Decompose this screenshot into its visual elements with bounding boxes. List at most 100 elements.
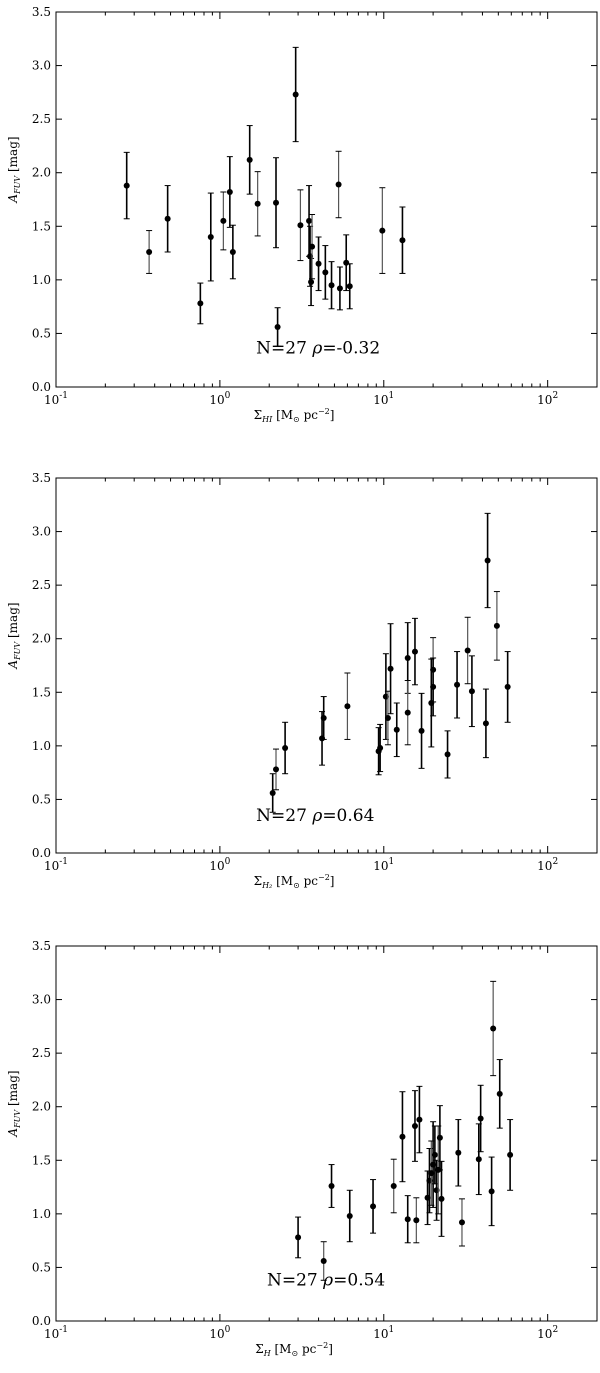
y-tick-label: 1.0	[32, 739, 51, 753]
y-tick-label: 0.5	[32, 1260, 51, 1274]
x-tick-label: 102	[537, 857, 558, 873]
x-tick-label: 10-1	[44, 1325, 68, 1341]
x-tick-label: 10-1	[44, 857, 68, 873]
data-point	[496, 1090, 503, 1097]
data-point	[404, 709, 411, 716]
data-point	[444, 751, 451, 758]
y-tick-label: 3.5	[32, 939, 51, 953]
y-tick-label: 2.5	[32, 1046, 51, 1060]
data-point	[306, 217, 313, 224]
data-point	[328, 282, 335, 289]
y-tick-label: 1.0	[32, 1207, 51, 1221]
y-tick-label: 1.5	[32, 219, 51, 233]
y-axis-label: AFUV [mag]	[6, 136, 22, 203]
data-point	[320, 715, 327, 721]
data-point	[226, 189, 233, 195]
y-tick-label: 1.5	[32, 685, 51, 699]
x-tick-label: 101	[373, 857, 394, 873]
x-tick-label: 100	[209, 391, 230, 407]
y-tick-label: 0.0	[32, 846, 51, 860]
data-point	[269, 790, 276, 796]
data-point	[455, 1149, 462, 1156]
x-tick-label: 100	[209, 857, 230, 873]
data-point	[411, 1123, 418, 1129]
y-tick-label: 0.0	[32, 1314, 51, 1328]
data-point	[458, 1219, 465, 1226]
y-tick-label: 3.5	[32, 471, 51, 485]
chart-panel-2: 0.0 0.5 1.0 1.5 2.0 2.5 3.0 3.5 10-1 100 101 102 ΣH₂…	[6, 471, 598, 890]
data-point	[273, 766, 280, 773]
data-point	[322, 269, 329, 276]
x-tick-label: 10-1	[44, 391, 68, 407]
data-point	[370, 1203, 377, 1210]
data-point	[477, 1115, 484, 1122]
y-tick-label: 2.0	[32, 166, 51, 180]
data-point	[274, 324, 281, 330]
data-point	[346, 1213, 353, 1219]
data-point	[384, 715, 391, 721]
y-tick-label: 3.0	[32, 59, 51, 73]
x-axis-label: ΣH₂ [M⊙ pc−2]	[254, 873, 335, 890]
data-point	[309, 243, 316, 250]
data-point	[292, 91, 299, 98]
data-point	[436, 1134, 443, 1141]
data-point	[504, 683, 511, 690]
y-tick-label: 2.0	[32, 1100, 51, 1114]
data-point	[413, 1217, 420, 1224]
data-point	[404, 655, 411, 661]
y-tick-label: 2.0	[32, 632, 51, 646]
correlation-annotation: N=27 ρ=0.54	[267, 1270, 385, 1290]
y-tick-label: 3.5	[32, 5, 51, 19]
x-tick-label: 102	[537, 391, 558, 407]
data-point	[399, 237, 406, 244]
data-point	[390, 1183, 397, 1189]
x-tick-label: 100	[209, 1325, 230, 1341]
data-point	[123, 182, 130, 189]
data-point	[507, 1151, 514, 1158]
data-point	[346, 283, 353, 290]
data-point	[418, 727, 425, 734]
data-point	[404, 1216, 411, 1223]
data-point	[315, 260, 322, 267]
data-point	[431, 1151, 438, 1158]
data-point	[416, 1116, 423, 1123]
y-tick-label: 2.5	[32, 578, 51, 592]
data-point	[344, 703, 351, 710]
data-point	[297, 222, 304, 229]
data-point	[295, 1234, 302, 1241]
data-point	[246, 156, 253, 163]
data-point	[220, 217, 227, 224]
plot-frame	[55, 11, 598, 388]
y-tick-label: 1.0	[32, 273, 51, 287]
data-point	[328, 1183, 335, 1189]
chart-panel-3: 0.0 0.5 1.0 1.5 2.0 2.5 3.0 3.5 10-1 100 101 102 ΣH …	[6, 939, 598, 1358]
data-point	[308, 279, 315, 285]
data-point	[488, 1188, 495, 1195]
y-tick-label: 2.5	[32, 112, 51, 126]
data-point	[379, 227, 386, 234]
data-point	[438, 1195, 445, 1202]
x-tick-label: 101	[373, 1325, 394, 1341]
data-point	[146, 249, 153, 255]
x-tick-label: 101	[373, 391, 394, 407]
data-point	[197, 300, 204, 307]
data-point	[454, 681, 461, 688]
data-point	[335, 181, 342, 188]
y-axis-label: AFUV [mag]	[6, 602, 22, 669]
data-point	[430, 683, 437, 690]
data-point	[254, 200, 261, 207]
y-tick-label: 1.5	[32, 1153, 51, 1167]
data-point	[336, 285, 343, 292]
data-point	[468, 688, 475, 695]
y-tick-label: 0.5	[32, 326, 51, 340]
y-tick-label: 0.5	[32, 792, 51, 806]
y-axis-label: AFUV [mag]	[6, 1070, 22, 1137]
plot-frame	[55, 477, 598, 854]
x-axis-label: ΣHI [M⊙ pc−2]	[254, 407, 335, 424]
data-point	[377, 745, 384, 751]
y-tick-label: 3.0	[32, 993, 51, 1007]
x-tick-label: 102	[537, 1325, 558, 1341]
correlation-annotation: N=27 ρ=-0.32	[256, 338, 380, 358]
data-point	[464, 647, 471, 654]
data-point	[164, 215, 171, 222]
